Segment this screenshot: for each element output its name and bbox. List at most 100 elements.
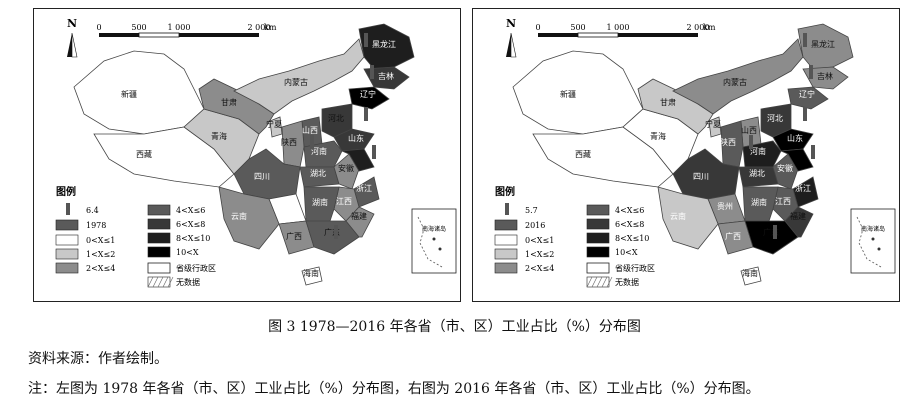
legend-swatch: [55, 234, 79, 246]
legend-nodata-box: [586, 276, 610, 288]
hatch-line: [147, 276, 154, 288]
province-jilin: [802, 66, 849, 90]
province-label: 山西: [741, 125, 757, 135]
map-panel-1978: 新疆 西藏 青海 甘肃 内蒙古 黑龙江 吉林 辽宁 宁夏 山西 陕西 河南 湖北 四川 贵州 云南 广西 湖南 江西…: [33, 8, 461, 302]
bar-symbol: [364, 33, 368, 47]
legend-year-swatch: [494, 219, 518, 231]
legend-label: 2<X≤4: [525, 264, 554, 273]
north-label: N: [506, 17, 516, 30]
province-label: 安徽: [777, 163, 793, 173]
legend-title: 图例: [56, 185, 76, 198]
province-label: 浙江: [795, 183, 811, 193]
province-label: 西藏: [575, 149, 591, 159]
province-anhui: [333, 153, 360, 190]
legend-bar-symbol: [505, 203, 509, 215]
legend-label: 8<X≤10: [615, 234, 649, 243]
province-label: 河北: [328, 113, 344, 123]
scale-seg: [538, 33, 578, 37]
province-label: 甘肃: [221, 97, 237, 107]
province-yunnan: [657, 186, 719, 250]
province-guangdong: [744, 220, 799, 255]
legend-year-swatch: [55, 219, 79, 231]
bar-symbol: [811, 145, 815, 159]
hatch-line: [596, 276, 603, 288]
province-yunnan: [218, 186, 280, 250]
legend-swatch: [55, 248, 79, 260]
source-note: 资料来源：作者绘制。: [28, 351, 168, 367]
province-label: 云南: [231, 211, 247, 221]
province-label: 西藏: [136, 149, 152, 159]
legend-label: 0<X≤1: [86, 236, 115, 245]
legend-boundary-label: 省级行政区: [615, 263, 655, 273]
province-heilongjiang: [358, 23, 415, 70]
province-jiangsu: [780, 148, 814, 172]
legend: 图例 5.7 2016 0<X≤1 1<X≤2 2<X≤4 4<X≤6 6<X≤8 8<X≤10…: [494, 185, 655, 288]
legend-boundary-label: 省级行政区: [176, 263, 216, 273]
legend-swatch: [147, 246, 171, 258]
legend-year-label: 2016: [525, 221, 545, 230]
province-label: 湖南: [312, 197, 328, 207]
province-label: 四川: [254, 172, 270, 181]
legend-swatch: [55, 262, 79, 274]
province-label: 湖南: [751, 197, 767, 207]
province-label: 吉林: [378, 71, 394, 81]
province-hunan: [303, 186, 340, 225]
province-label: 贵州: [278, 201, 294, 211]
inset-line: [417, 216, 443, 268]
legend-label: 8<X≤10: [176, 234, 210, 243]
province-label: 陕西: [720, 137, 736, 147]
inset-island: [877, 247, 881, 251]
province-label: 广东: [324, 227, 340, 237]
legend: 图例 6.4 1978 0<X≤1 1<X≤2 2<X≤4 4<X≤6 6<X≤8 8<X≤10…: [55, 185, 216, 288]
bar-symbol: [372, 145, 376, 159]
province-neimenggu: [233, 38, 365, 115]
legend-year-label: 1978: [86, 221, 106, 230]
scale-tick: 0: [96, 23, 101, 32]
province-heilongjiang: [797, 23, 854, 70]
province-label: 河北: [767, 113, 783, 123]
province-hainan: [740, 266, 762, 286]
province-shaanxi: [281, 120, 305, 168]
bar-symbol: [310, 135, 314, 149]
province-hunan: [742, 186, 779, 225]
province-gansu: [637, 78, 714, 135]
province-label: 四川: [693, 172, 709, 181]
legend-label: 6<X≤8: [615, 220, 644, 229]
province-label: 湖北: [749, 169, 765, 178]
province-fujian: [345, 206, 375, 238]
legend-swatch: [586, 232, 610, 244]
province-label: 海南: [303, 268, 319, 278]
province-label: 贵州: [717, 201, 733, 211]
legend-swatch: [147, 218, 171, 230]
province-label: 江西: [336, 197, 352, 206]
scale-tick: 1 000: [168, 23, 191, 32]
legend-label: 6<X≤8: [176, 220, 205, 229]
scale-tick: 500: [570, 23, 585, 32]
north-arrow-light: [71, 32, 78, 58]
province-label: 宁夏: [266, 119, 282, 129]
north-arrow-dark: [67, 33, 72, 57]
legend-label: 4<X≤6: [615, 206, 644, 215]
legend-label: 1<X≤2: [86, 250, 115, 259]
province-xinjiang: [512, 50, 644, 135]
bar-symbols: [749, 33, 815, 239]
inset-island: [432, 237, 436, 241]
province-hainan: [301, 266, 323, 286]
province-shaanxi: [720, 120, 744, 168]
bar-symbol: [749, 135, 753, 149]
province-label: 内蒙古: [723, 77, 747, 87]
legend-swatch: [147, 204, 171, 216]
province-label: 新疆: [560, 89, 576, 99]
province-label: 内蒙古: [284, 77, 308, 87]
bar-symbol: [803, 33, 807, 47]
province-label: 辽宁: [360, 89, 376, 99]
scale-seg: [179, 33, 259, 37]
province-label: 河南: [750, 146, 766, 156]
hatch-line: [162, 276, 169, 288]
north-arrow-light: [510, 32, 517, 58]
legend-nodata-label: 无数据: [176, 277, 200, 287]
province-jiangsu: [341, 148, 375, 172]
bar-symbol: [773, 225, 777, 239]
province-guangdong: [305, 220, 360, 255]
